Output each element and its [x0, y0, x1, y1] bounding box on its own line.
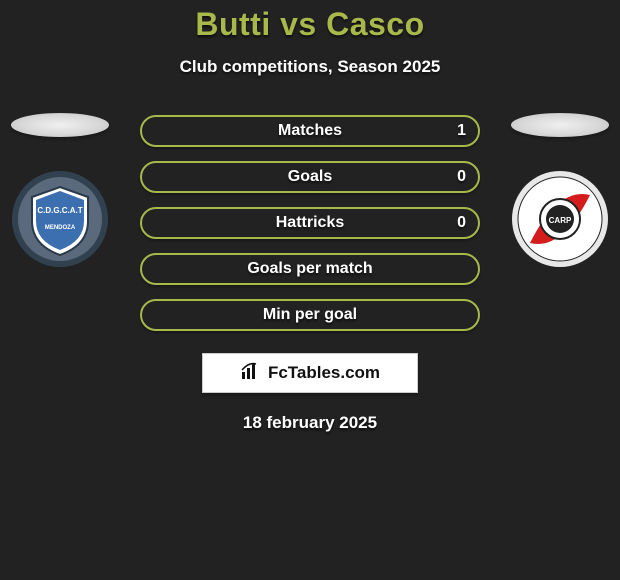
- stats-area: C.D.G.C.A.T MENDOZA CARP Matches 1: [0, 115, 620, 345]
- player-placeholder-left: [11, 113, 109, 137]
- stat-value-right: 0: [457, 168, 466, 186]
- date-line: 18 february 2025: [0, 413, 620, 433]
- brand-box[interactable]: FcTables.com: [202, 353, 418, 393]
- player-placeholder-right: [511, 113, 609, 137]
- stat-label: Goals per match: [247, 260, 372, 278]
- right-player-column: CARP: [500, 115, 620, 345]
- club-crest-left: C.D.G.C.A.T MENDOZA: [10, 169, 110, 269]
- club-crest-right: CARP: [510, 169, 610, 269]
- stat-label: Matches: [278, 122, 342, 140]
- stat-row-min-per-goal: Min per goal: [140, 299, 480, 331]
- svg-text:C.D.G.C.A.T: C.D.G.C.A.T: [37, 206, 82, 215]
- stat-row-goals-per-match: Goals per match: [140, 253, 480, 285]
- stat-row-matches: Matches 1: [140, 115, 480, 147]
- stat-row-goals: Goals 0: [140, 161, 480, 193]
- page-title: Butti vs Casco: [0, 0, 620, 43]
- stat-rows: Matches 1 Goals 0 Hattricks 0 Goals per …: [140, 115, 480, 345]
- chart-bars-icon: [240, 360, 262, 387]
- svg-text:CARP: CARP: [549, 216, 572, 225]
- stat-value-right: 0: [457, 214, 466, 232]
- stat-value-right: 1: [457, 122, 466, 140]
- svg-text:MENDOZA: MENDOZA: [45, 225, 76, 231]
- stat-label: Min per goal: [263, 306, 357, 324]
- left-player-column: C.D.G.C.A.T MENDOZA: [0, 115, 120, 345]
- brand-text: FcTables.com: [268, 363, 380, 383]
- stat-label: Goals: [288, 168, 332, 186]
- stat-row-hattricks: Hattricks 0: [140, 207, 480, 239]
- stat-label: Hattricks: [276, 214, 344, 232]
- subtitle: Club competitions, Season 2025: [0, 57, 620, 77]
